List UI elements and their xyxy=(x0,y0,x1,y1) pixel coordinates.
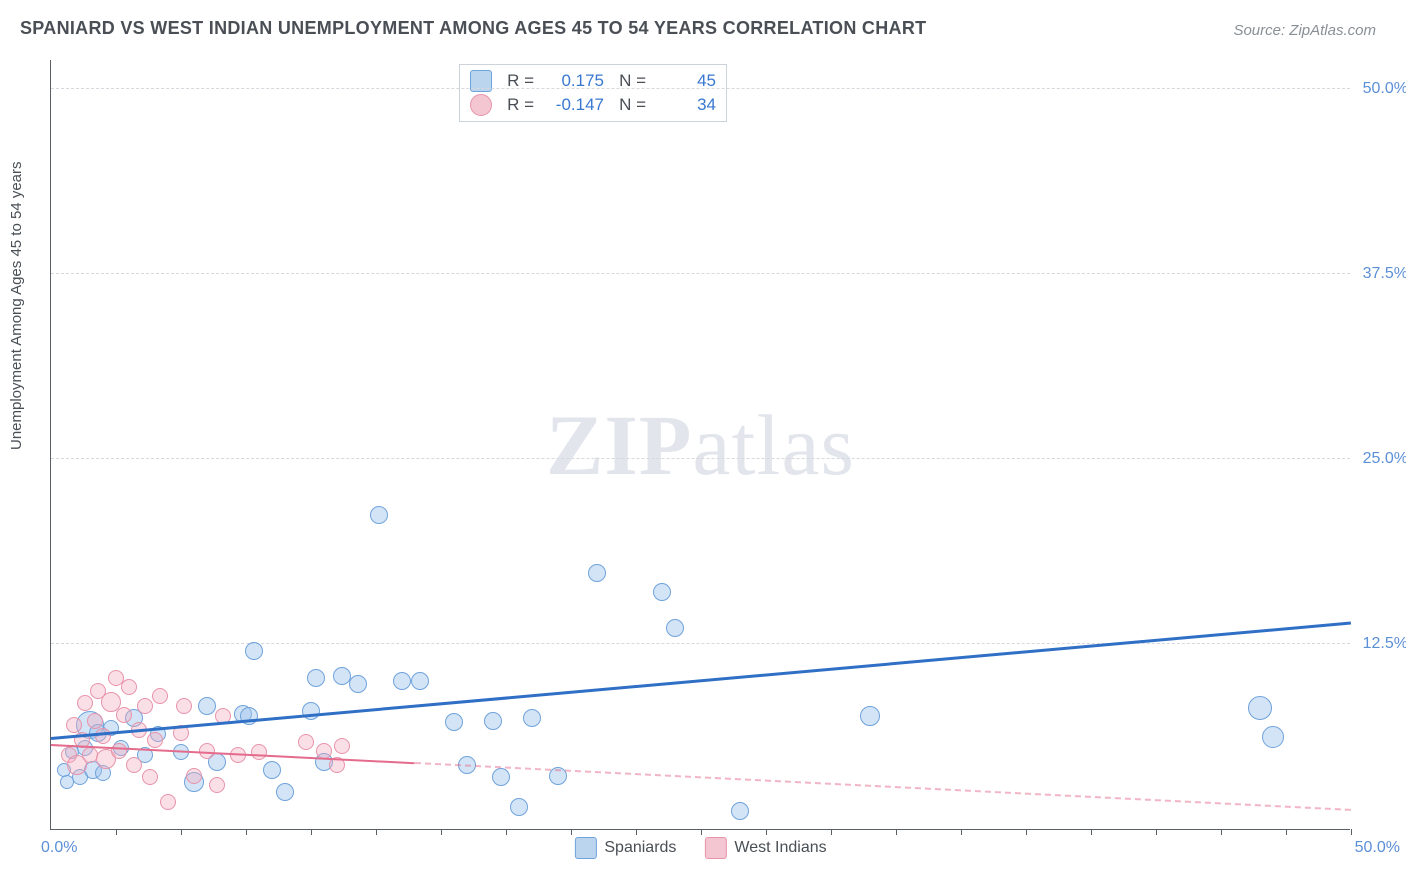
data-point xyxy=(393,672,411,690)
data-point xyxy=(116,707,132,723)
data-point xyxy=(484,712,502,730)
stats-row: R =0.175N =45 xyxy=(470,69,716,93)
chart-plot-area: ZIPatlas R =0.175N =45R =-0.147N =34 0.0… xyxy=(50,60,1350,830)
data-point xyxy=(523,709,541,727)
trend-line xyxy=(51,622,1351,740)
legend-item: West Indians xyxy=(704,837,826,859)
gridline: 37.5% xyxy=(51,273,1350,274)
y-axis-label: Unemployment Among Ages 45 to 54 years xyxy=(8,161,25,450)
x-tick xyxy=(1026,829,1027,835)
x-tick xyxy=(1221,829,1222,835)
watermark: ZIPatlas xyxy=(546,395,855,495)
source-attribution: Source: ZipAtlas.com xyxy=(1233,22,1376,39)
x-tick xyxy=(636,829,637,835)
data-point xyxy=(87,713,103,729)
y-tick-label: 25.0% xyxy=(1363,450,1406,468)
stats-row: R = -0.147 N = 34 xyxy=(470,93,716,117)
x-tick xyxy=(1091,829,1092,835)
legend-swatch-icon xyxy=(470,70,492,92)
data-point xyxy=(307,669,325,687)
data-point xyxy=(653,583,671,601)
chart-title: SPANIARD VS WEST INDIAN UNEMPLOYMENT AMO… xyxy=(20,18,926,39)
x-tick xyxy=(896,829,897,835)
data-point xyxy=(1248,696,1272,720)
data-point xyxy=(731,802,749,820)
x-tick xyxy=(1156,829,1157,835)
legend-label: West Indians xyxy=(734,839,826,857)
x-axis-max-label: 50.0% xyxy=(1355,839,1400,857)
data-point xyxy=(66,717,82,733)
data-point xyxy=(186,768,202,784)
gridline: 25.0% xyxy=(51,458,1350,459)
x-tick xyxy=(961,829,962,835)
x-tick xyxy=(1351,829,1352,835)
data-point xyxy=(316,743,332,759)
x-tick xyxy=(1286,829,1287,835)
y-tick-label: 37.5% xyxy=(1363,265,1406,283)
legend-swatch-icon xyxy=(704,837,726,859)
data-point xyxy=(198,697,216,715)
data-point xyxy=(1262,726,1284,748)
data-point xyxy=(370,506,388,524)
x-tick xyxy=(181,829,182,835)
gridline: 50.0% xyxy=(51,88,1350,89)
trend-line xyxy=(415,762,1351,811)
data-point xyxy=(445,713,463,731)
legend-swatch-icon xyxy=(574,837,596,859)
watermark-zip: ZIP xyxy=(546,397,692,493)
data-point xyxy=(492,768,510,786)
x-tick xyxy=(571,829,572,835)
data-point xyxy=(588,564,606,582)
data-point xyxy=(666,619,684,637)
x-axis-min-label: 0.0% xyxy=(41,839,77,857)
data-point xyxy=(111,743,127,759)
x-tick xyxy=(441,829,442,835)
data-point xyxy=(199,743,215,759)
x-tick xyxy=(376,829,377,835)
data-point xyxy=(245,642,263,660)
x-tick xyxy=(766,829,767,835)
correlation-stats-box: R =0.175N =45R = -0.147 N = 34 xyxy=(459,64,727,122)
data-point xyxy=(77,695,93,711)
watermark-atlas: atlas xyxy=(692,397,855,493)
data-point xyxy=(298,734,314,750)
data-point xyxy=(263,761,281,779)
data-point xyxy=(251,744,267,760)
x-tick xyxy=(701,829,702,835)
data-point xyxy=(176,698,192,714)
stat-r-value: -0.147 xyxy=(542,95,604,115)
data-point xyxy=(126,757,142,773)
data-point xyxy=(121,679,137,695)
data-point xyxy=(152,688,168,704)
data-point xyxy=(147,732,163,748)
stat-r-label: R = xyxy=(500,95,534,115)
data-point xyxy=(411,672,429,690)
legend-bottom: Spaniards West Indians xyxy=(574,837,826,859)
data-point xyxy=(334,738,350,754)
data-point xyxy=(349,675,367,693)
x-tick xyxy=(116,829,117,835)
x-tick xyxy=(311,829,312,835)
data-point xyxy=(510,798,528,816)
legend-item: Spaniards xyxy=(574,837,676,859)
legend-swatch-icon xyxy=(470,94,492,116)
y-tick-label: 12.5% xyxy=(1363,635,1406,653)
data-point xyxy=(142,769,158,785)
x-tick xyxy=(246,829,247,835)
stat-n-value: 34 xyxy=(654,95,716,115)
gridline: 12.5% xyxy=(51,643,1350,644)
data-point xyxy=(137,698,153,714)
data-point xyxy=(209,777,225,793)
stat-n-label: N = xyxy=(612,95,646,115)
x-tick xyxy=(831,829,832,835)
y-tick-label: 50.0% xyxy=(1363,80,1406,98)
legend-label: Spaniards xyxy=(604,839,676,857)
data-point xyxy=(276,783,294,801)
data-point xyxy=(860,706,880,726)
data-point xyxy=(160,794,176,810)
x-tick xyxy=(506,829,507,835)
